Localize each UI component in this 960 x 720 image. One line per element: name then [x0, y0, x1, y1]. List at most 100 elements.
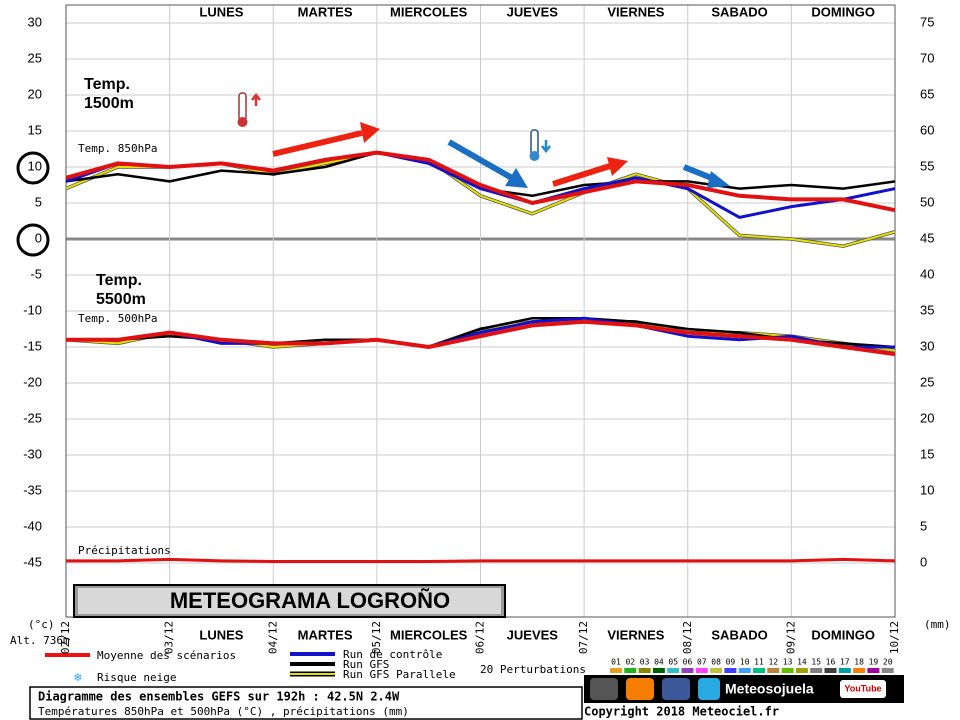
perturbation-label: 15: [811, 658, 821, 667]
y-tick-label: -30: [23, 446, 42, 461]
y-tick-label: -5: [30, 266, 42, 281]
youtube-icon[interactable]: [840, 680, 886, 698]
altitude: Alt. 736m: [10, 634, 70, 647]
y2-tick-label: 15: [920, 446, 934, 461]
y2-unit: (mm): [924, 618, 951, 631]
day-label: JUEVES: [507, 4, 559, 19]
y-tick-label: 20: [28, 86, 42, 101]
y-tick-label: 25: [28, 50, 42, 65]
y-tick-label: -45: [23, 554, 42, 569]
legend-label: Moyenne des scénarios: [97, 649, 236, 662]
day-label: LUNES: [199, 4, 243, 19]
footer-box: [29, 686, 583, 720]
perturbation-swatch: [610, 668, 622, 673]
highlight-circle: [16, 151, 50, 185]
y-tick-label: 15: [28, 122, 42, 137]
y2-tick-label: 60: [920, 122, 934, 137]
perturbation-label: 01: [611, 658, 621, 667]
y2-tick-label: 45: [920, 230, 934, 245]
y2-tick-label: 25: [920, 374, 934, 389]
perturbation-swatch: [624, 668, 637, 673]
snow-icon: ❄: [73, 671, 82, 686]
perturbation-swatch: [767, 668, 780, 673]
annotation: 5500m: [96, 291, 146, 308]
day-label: LUNES: [199, 627, 243, 642]
perturbation-swatch: [824, 668, 837, 673]
y-tick-label: -15: [23, 338, 42, 353]
day-label: SABADO: [711, 4, 767, 19]
y2-tick-label: 40: [920, 266, 934, 281]
day-label: MIERCOLES: [390, 4, 468, 19]
day-label: MIERCOLES: [390, 627, 468, 642]
x-tick-label: 04/12: [266, 621, 279, 654]
grid: [65, 5, 896, 617]
perturbation-label: 02: [625, 658, 635, 667]
y2-tick-label: 70: [920, 50, 934, 65]
perturbation-swatch: [867, 668, 880, 673]
x-tick-label: 06/12: [474, 621, 487, 654]
y2-tick-label: 0: [920, 554, 927, 569]
perturbation-swatch: [681, 668, 694, 673]
y-tick-label: 5: [35, 194, 42, 209]
y-tick-label: -35: [23, 482, 42, 497]
temp-850-line: [65, 150, 896, 213]
precipitation-line: [66, 557, 896, 564]
perturbation-label: 18: [854, 658, 864, 667]
perturbation-label: 14: [797, 658, 807, 667]
instagram-icon[interactable]: [590, 678, 618, 700]
perturbation-label: 17: [840, 658, 850, 667]
temp-500-line: [66, 319, 896, 357]
x-tick-label: 05/12: [370, 621, 383, 654]
perturbation-swatch: [753, 668, 765, 673]
blogger-icon[interactable]: [626, 678, 654, 700]
day-label: MARTES: [298, 627, 353, 642]
perturbation-swatch: [881, 668, 894, 673]
facebook-icon[interactable]: [662, 678, 690, 700]
perturbation-label: 13: [783, 658, 793, 667]
y-tick-label: -40: [23, 518, 42, 533]
y-tick-label: 0: [35, 230, 42, 245]
chart-title: METEOGRAMA LOGROÑO: [170, 588, 450, 613]
legend: Moyenne des scénarios ❄ Risque neige Run…: [45, 648, 894, 686]
perturbation-swatch: [710, 668, 723, 673]
perturbation-swatch: [724, 668, 737, 673]
perturbation-label: 10: [740, 658, 750, 667]
x-tick-label: 09/12: [784, 621, 797, 654]
perturbation-label: 11: [754, 658, 764, 667]
highlight-circle: [16, 223, 50, 257]
legend-label: Risque neige: [97, 671, 176, 684]
footer-subtitle: Températures 850hPa et 500hPa (°C) , pré…: [38, 705, 409, 718]
perturbation-swatch: [667, 668, 680, 673]
perturbation-swatch: [781, 668, 794, 673]
perturbation-swatch: [652, 668, 665, 673]
day-label: MARTES: [298, 4, 353, 19]
annotation: 1500m: [84, 95, 134, 112]
x-tick-label: 10/12: [888, 621, 901, 654]
perturbation-label: 09: [726, 658, 736, 667]
brand: Meteosojuela: [725, 681, 814, 697]
perturbation-swatch: [838, 668, 851, 673]
y-tick-label: -10: [23, 302, 42, 317]
perturbation-swatch: [695, 668, 708, 673]
x-tick-label: 02/12: [59, 621, 72, 654]
legend-label: 20 Perturbations: [480, 663, 586, 676]
y-tick-label: 30: [28, 14, 42, 29]
thermometer-warm: [237, 92, 261, 127]
perturbation-swatch: [738, 668, 751, 673]
y2-tick-label: 5: [920, 518, 927, 533]
y2-tick-label: 35: [920, 302, 934, 317]
perturbation-label: 06: [683, 658, 693, 667]
annotation: Précipitations: [78, 544, 171, 557]
footer-title: Diagramme des ensembles GEFS sur 192h : …: [38, 690, 400, 704]
y-tick-label: 10: [28, 158, 42, 173]
twitter-icon[interactable]: [698, 678, 720, 700]
y2-tick-label: 50: [920, 194, 934, 209]
y2-tick-label: 55: [920, 158, 934, 173]
legend-label: Run de contrôle: [343, 648, 442, 661]
y2-tick-label: 65: [920, 86, 934, 101]
x-tick-label: 08/12: [681, 621, 694, 654]
perturbation-swatch: [638, 668, 651, 673]
y2-tick-label: 20: [920, 410, 934, 425]
